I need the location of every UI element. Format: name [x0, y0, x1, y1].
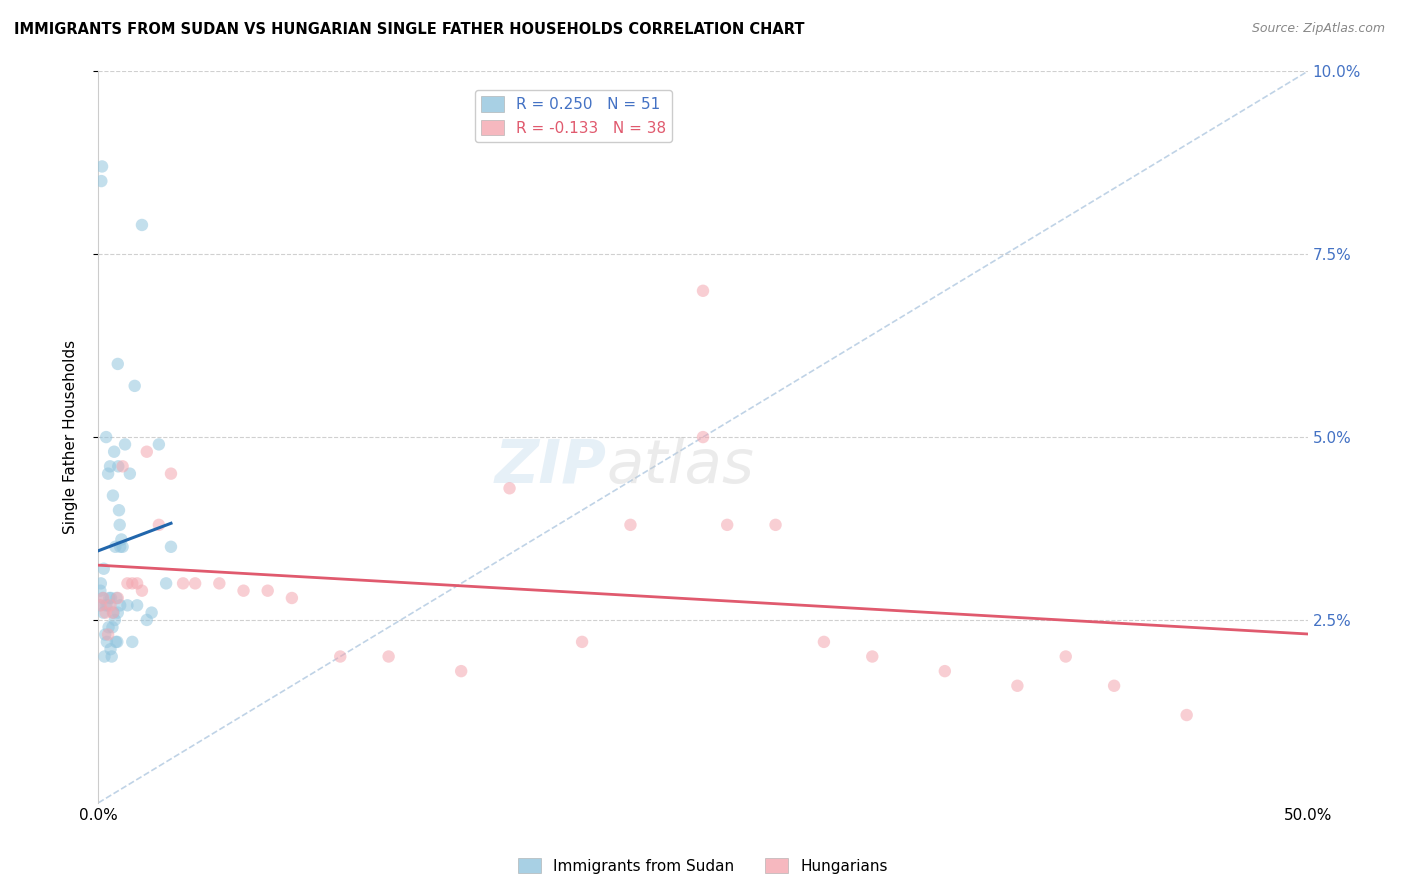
Text: atlas: atlas [606, 437, 754, 496]
Point [94, 627, 117, 641]
Point [148, 437, 170, 451]
Text: IMMIGRANTS FROM SUDAN VS HUNGARIAN SINGLE FATHER HOUSEHOLDS CORRELATION CHART: IMMIGRANTS FROM SUDAN VS HUNGARIAN SINGL… [14, 22, 804, 37]
Point [121, 576, 143, 591]
Point [160, 467, 183, 481]
Point [91, 591, 114, 605]
Point [934, 664, 956, 678]
Point [100, 591, 122, 605]
Point [148, 517, 170, 532]
Legend: Immigrants from Sudan, Hungarians: Immigrants from Sudan, Hungarians [512, 852, 894, 880]
Point [860, 649, 883, 664]
Text: ZIP: ZIP [495, 437, 606, 496]
Point [105, 591, 128, 605]
Point [103, 606, 125, 620]
Point [89, 599, 111, 613]
Point [94, 606, 117, 620]
Point [208, 576, 231, 591]
Point [121, 635, 143, 649]
Point [89, 583, 111, 598]
Point [97, 467, 120, 481]
Point [105, 635, 128, 649]
Point [107, 591, 129, 605]
Point [111, 459, 134, 474]
Point [131, 218, 153, 232]
Point [135, 444, 157, 458]
Point [118, 467, 141, 481]
Point [108, 517, 131, 532]
Point [90, 174, 112, 188]
Point [765, 517, 787, 532]
Point [93, 562, 115, 576]
Point [108, 599, 131, 613]
Point [232, 583, 254, 598]
Point [813, 635, 835, 649]
Point [124, 379, 146, 393]
Point [450, 664, 472, 678]
Point [692, 284, 714, 298]
Point [329, 649, 352, 664]
Point [100, 642, 122, 657]
Y-axis label: Single Father Households: Single Father Households [63, 340, 77, 534]
Point [117, 576, 139, 591]
Point [111, 540, 134, 554]
Point [107, 606, 129, 620]
Point [97, 599, 120, 613]
Point [1102, 679, 1125, 693]
Point [571, 635, 593, 649]
Point [108, 503, 131, 517]
Point [96, 635, 118, 649]
Point [98, 459, 121, 474]
Point [110, 533, 132, 547]
Point [101, 606, 124, 620]
Point [103, 444, 125, 458]
Point [160, 540, 183, 554]
Point [107, 357, 129, 371]
Point [498, 481, 520, 495]
Point [96, 430, 118, 444]
Point [98, 591, 121, 605]
Point [141, 606, 163, 620]
Point [135, 613, 157, 627]
Point [101, 620, 124, 634]
Point [716, 517, 738, 532]
Point [97, 620, 120, 634]
Point [114, 437, 136, 451]
Point [619, 517, 641, 532]
Point [101, 489, 124, 503]
Point [104, 613, 127, 627]
Point [256, 583, 278, 598]
Point [184, 576, 207, 591]
Point [93, 649, 115, 664]
Point [91, 606, 114, 620]
Point [91, 591, 114, 605]
Point [104, 635, 127, 649]
Point [108, 540, 131, 554]
Point [90, 599, 112, 613]
Point [90, 576, 112, 591]
Point [281, 591, 304, 605]
Point [172, 576, 194, 591]
Point [127, 576, 149, 591]
Point [104, 540, 127, 554]
Legend: R = 0.250   N = 51, R = -0.133   N = 38: R = 0.250 N = 51, R = -0.133 N = 38 [475, 90, 672, 142]
Point [377, 649, 399, 664]
Point [107, 459, 129, 474]
Point [155, 576, 177, 591]
Text: Source: ZipAtlas.com: Source: ZipAtlas.com [1251, 22, 1385, 36]
Point [117, 599, 139, 613]
Point [97, 627, 120, 641]
Point [1175, 708, 1198, 723]
Point [1007, 679, 1029, 693]
Point [100, 599, 122, 613]
Point [100, 649, 122, 664]
Point [94, 599, 117, 613]
Point [692, 430, 714, 444]
Point [1054, 649, 1077, 664]
Point [131, 583, 153, 598]
Point [127, 599, 149, 613]
Point [91, 160, 114, 174]
